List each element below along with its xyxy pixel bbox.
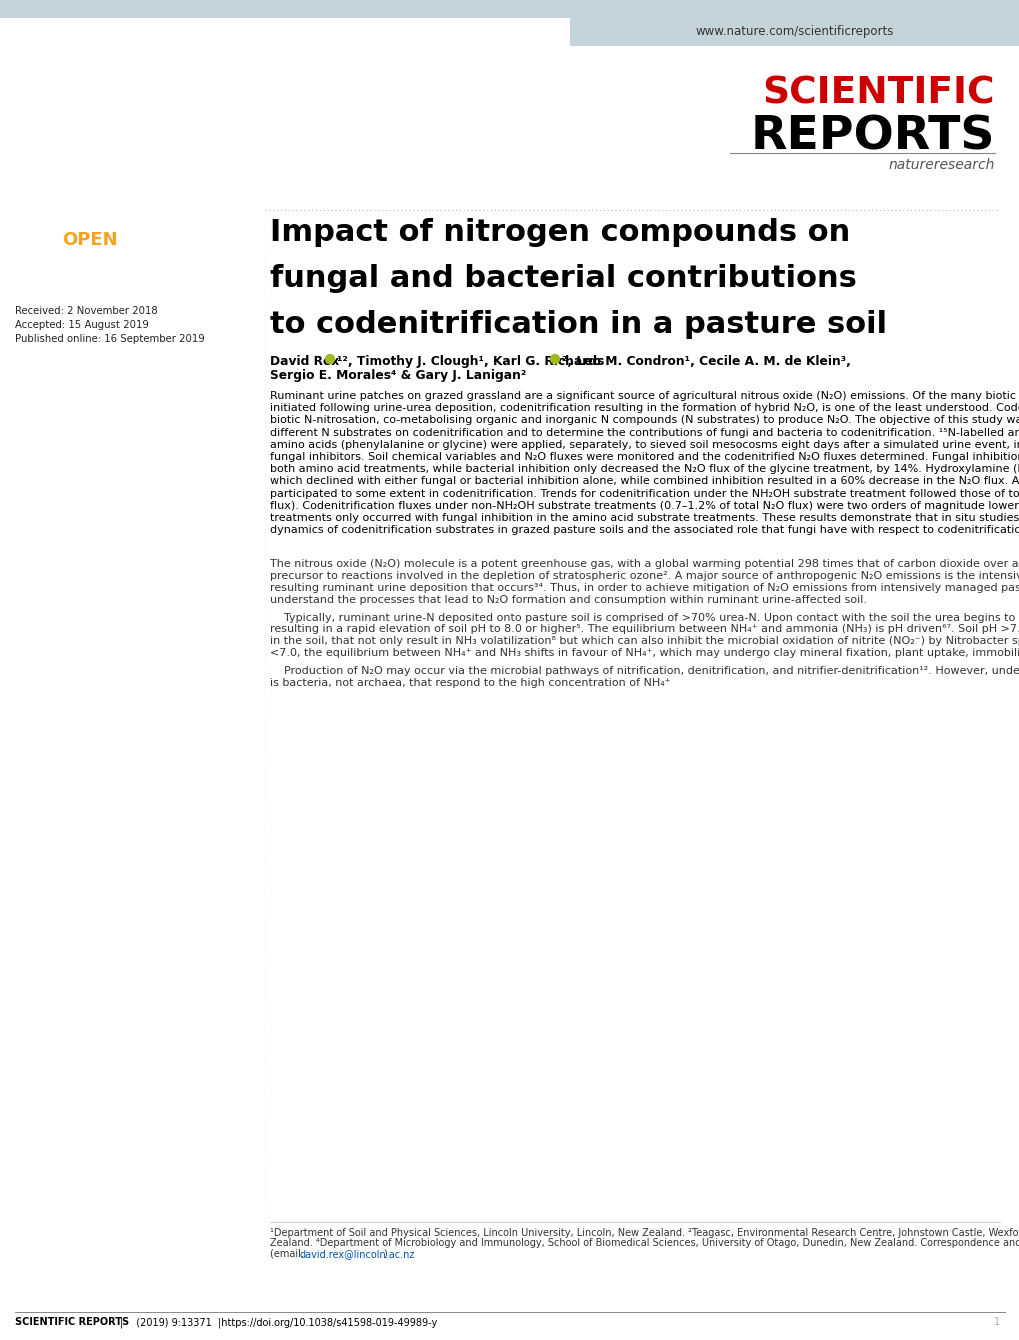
Text: Impact of nitrogen compounds on: Impact of nitrogen compounds on: [270, 218, 850, 247]
Text: SCIENTIFIC: SCIENTIFIC: [762, 75, 994, 111]
Text: understand the processes that lead to N₂O formation and consumption within rumin: understand the processes that lead to N₂…: [270, 595, 866, 604]
Text: ¹², Timothy J. Clough¹, Karl G. Richards: ¹², Timothy J. Clough¹, Karl G. Richards: [336, 355, 604, 369]
Text: different N substrates on codenitrification and to determine the contributions o: different N substrates on codenitrificat…: [270, 427, 1019, 438]
Text: ): ): [382, 1249, 386, 1260]
Text: natureresearch: natureresearch: [888, 158, 994, 172]
Circle shape: [325, 355, 334, 363]
Text: Sergio E. Morales⁴ & Gary J. Lanigan²: Sergio E. Morales⁴ & Gary J. Lanigan²: [270, 369, 526, 382]
Text: to codenitrification in a pasture soil: to codenitrification in a pasture soil: [270, 310, 887, 339]
Text: The nitrous oxide (N₂O) molecule is a potent greenhouse gas, with a global warmi: The nitrous oxide (N₂O) molecule is a po…: [270, 559, 1019, 570]
Text: REPORTS: REPORTS: [750, 115, 994, 159]
Text: treatments only occurred with fungal inhibition in the amino acid substrate trea: treatments only occurred with fungal inh…: [270, 513, 1019, 523]
Text: in the soil, that not only result in NH₃ volatilization⁸ but which can also inhi: in the soil, that not only result in NH₃…: [270, 636, 1019, 646]
Text: iD: iD: [551, 356, 557, 362]
Text: Typically, ruminant urine-N deposited onto pasture soil is comprised of >70% ure: Typically, ruminant urine-N deposited on…: [270, 612, 1019, 623]
Text: ¹Department of Soil and Physical Sciences, Lincoln University, Lincoln, New Zeal: ¹Department of Soil and Physical Science…: [270, 1227, 1019, 1238]
Text: Received: 2 November 2018: Received: 2 November 2018: [15, 306, 158, 316]
Text: Published online: 16 September 2019: Published online: 16 September 2019: [15, 334, 205, 344]
Text: Production of N₂O may occur via the microbial pathways of nitrification, denitri: Production of N₂O may occur via the micr…: [270, 666, 1019, 675]
Text: resulting ruminant urine deposition that occurs³⁴. Thus, in order to achieve mit: resulting ruminant urine deposition that…: [270, 583, 1019, 594]
Circle shape: [550, 355, 559, 363]
Text: flux). Codenitrification fluxes under non-NH₂OH substrate treatments (0.7–1.2% o: flux). Codenitrification fluxes under no…: [270, 501, 1019, 511]
Text: both amino acid treatments, while bacterial inhibition only decreased the N₂O fl: both amino acid treatments, while bacter…: [270, 464, 1019, 474]
Text: david.rex@lincoln.ac.nz: david.rex@lincoln.ac.nz: [299, 1249, 414, 1260]
Text: OPEN: OPEN: [62, 230, 118, 249]
Text: (email:: (email:: [270, 1249, 307, 1260]
Text: is bacteria, not archaea, that respond to the high concentration of NH₄⁺: is bacteria, not archaea, that respond t…: [270, 678, 669, 687]
Text: fungal inhibitors. Soil chemical variables and N₂O fluxes were monitored and the: fungal inhibitors. Soil chemical variabl…: [270, 452, 1019, 462]
Text: iD: iD: [327, 356, 332, 362]
Text: David Rex: David Rex: [270, 355, 339, 369]
Text: which declined with either fungal or bacterial inhibition alone, while combined : which declined with either fungal or bac…: [270, 477, 1019, 486]
Bar: [570, 17, 1019, 46]
Text: www.nature.com/scientificreports: www.nature.com/scientificreports: [695, 25, 894, 39]
Text: Zealand. ⁴Department of Microbiology and Immunology, School of Biomedical Scienc: Zealand. ⁴Department of Microbiology and…: [270, 1238, 1019, 1249]
Text: resulting in a rapid elevation of soil pH to 8.0 or higher⁵. The equilibrium bet: resulting in a rapid elevation of soil p…: [270, 624, 1019, 634]
Text: SCIENTIFIC REPORTS: SCIENTIFIC REPORTS: [15, 1317, 129, 1327]
Text: (2019) 9:13371  |https://doi.org/10.1038/s41598-019-49989-y: (2019) 9:13371 |https://doi.org/10.1038/…: [129, 1317, 437, 1328]
Text: Ruminant urine patches on grazed grassland are a significant source of agricultu: Ruminant urine patches on grazed grassla…: [270, 391, 1019, 401]
Text: biotic N-nitrosation, co-metabolising organic and inorganic N compounds (N subst: biotic N-nitrosation, co-metabolising or…: [270, 415, 1019, 425]
Text: Accepted: 15 August 2019: Accepted: 15 August 2019: [15, 320, 149, 330]
Text: initiated following urine-urea deposition, codenitrification resulting in the fo: initiated following urine-urea depositio…: [270, 403, 1019, 413]
Text: <7.0, the equilibrium between NH₄⁺ and NH₃ shifts in favour of NH₄⁺, which may u: <7.0, the equilibrium between NH₄⁺ and N…: [270, 649, 1019, 658]
Bar: [0, 0, 1019, 17]
Text: fungal and bacterial contributions: fungal and bacterial contributions: [270, 264, 856, 293]
Text: participated to some extent in codenitrification. Trends for codenitrification u: participated to some extent in codenitri…: [270, 489, 1019, 498]
Text: |: |: [120, 1317, 123, 1328]
Text: precursor to reactions involved in the depletion of stratospheric ozone². A majo: precursor to reactions involved in the d…: [270, 571, 1019, 582]
Text: amino acids (phenylalanine or glycine) were applied, separately, to sieved soil : amino acids (phenylalanine or glycine) w…: [270, 440, 1019, 450]
Text: ², Leo M. Condron¹, Cecile A. M. de Klein³,: ², Leo M. Condron¹, Cecile A. M. de Klei…: [561, 355, 850, 369]
Text: dynamics of codenitrification substrates in grazed pasture soils and the associa: dynamics of codenitrification substrates…: [270, 525, 1019, 535]
Text: 1: 1: [993, 1317, 999, 1327]
